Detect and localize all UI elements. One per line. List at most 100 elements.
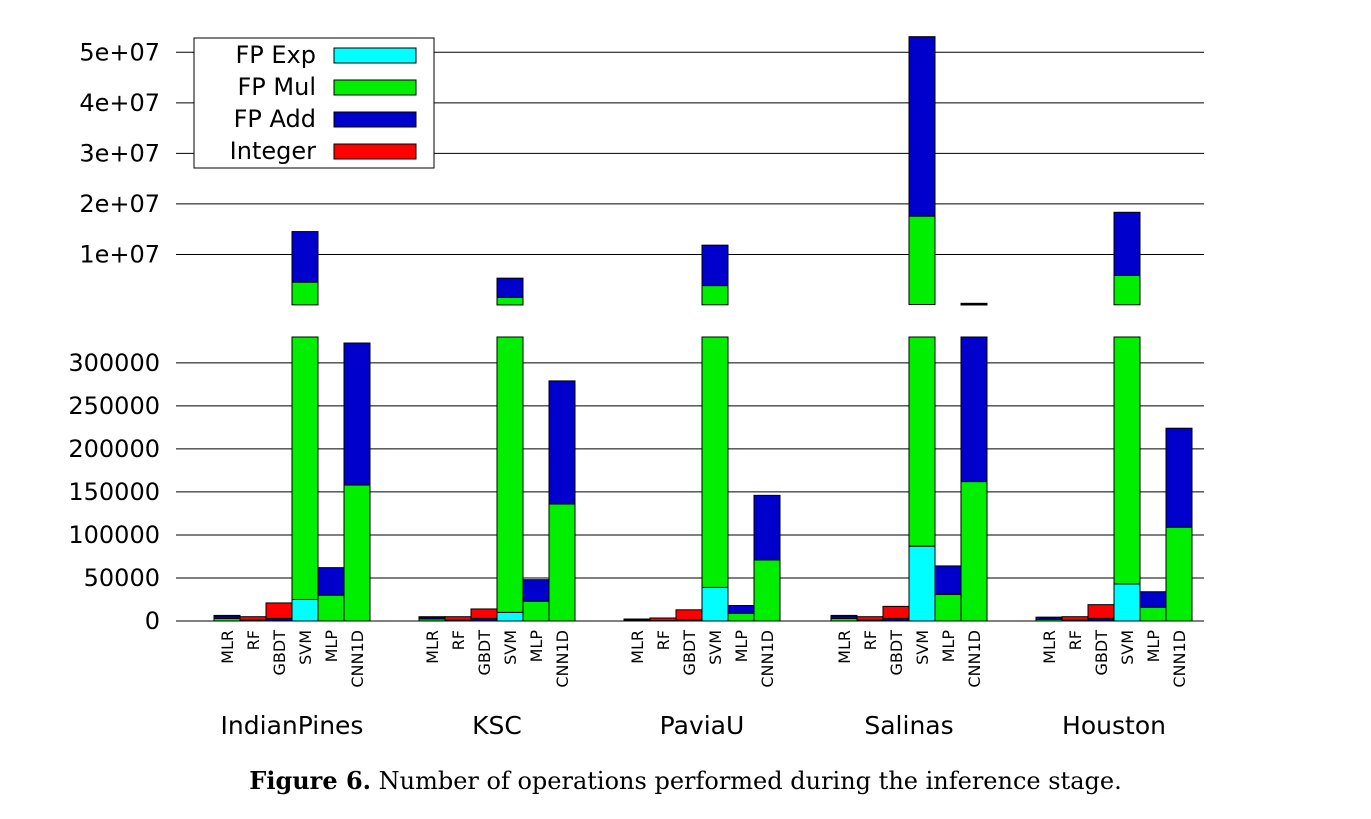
y-tick-label: 5e+07 [79,38,160,66]
bar-segment [1165,427,1193,528]
model-tick-label: SVM [1118,630,1137,665]
bar-segment [908,215,936,306]
legend-label: FP Add [234,105,316,133]
model-tick-label: GBDT [680,630,699,676]
legend-swatch [333,79,417,96]
bar-stacks [213,36,1193,622]
model-tick-label: MLR [628,630,647,664]
bar-segment [1139,591,1167,608]
dataset-label: IndianPines [221,711,364,740]
y-tick-label: 0 [145,607,160,635]
model-tick-label: MLP [732,630,751,663]
bar-segment [1061,616,1089,621]
legend: FP Exp FP Mul FP Add Integer [193,37,435,169]
bar-segment [675,609,703,621]
model-tick-label: MLR [218,630,237,664]
category-labels: MLR RF GBDT SVM MLP CNN1D IndianPines MLR RF GBDT… [218,630,1189,740]
caption-label: Figure 6. [249,766,371,795]
bar-segment [908,336,936,547]
legend-swatch [333,143,417,160]
model-tick-label: RF [449,630,468,650]
model-tick-label: SVM [501,630,520,665]
caption-text: Number of operations performed during th… [378,767,1122,795]
model-tick-label: MLP [527,630,546,663]
legend-swatch [333,47,417,64]
model-tick-label: CNN1D [965,630,984,688]
model-tick-label: GBDT [475,630,494,676]
model-tick-label: GBDT [1092,630,1111,676]
model-tick-label: GBDT [887,630,906,676]
bar-segment [882,605,910,619]
bar-segment [1165,526,1193,622]
bar-segment [496,277,524,298]
bar-segment [522,600,550,622]
bar-segment [1087,604,1115,619]
y-tick-label: 1e+07 [79,240,160,268]
model-tick-label: SVM [706,630,725,665]
bar-segment [1113,274,1141,306]
bar-segment [934,593,962,622]
model-tick-label: RF [861,630,880,650]
legend-label: FP Exp [235,41,316,69]
y-tick-label: 50000 [84,564,160,592]
model-tick-label: RF [654,630,673,650]
y-tick-label: 2e+07 [79,190,160,218]
bar-segment [908,36,936,217]
bar-segment [291,281,319,306]
y-tick-label: 4e+07 [79,89,160,117]
model-tick-label: SVM [296,630,315,665]
model-tick-label: GBDT [270,630,289,676]
bar-segment [1113,336,1141,585]
bar-segment [1113,211,1141,276]
model-tick-label: MLR [835,630,854,664]
y-tick-label: 300000 [68,349,160,377]
bar-segment [444,616,472,621]
bar-segment [960,336,988,483]
bar-segment [496,296,524,306]
bar-segment [701,336,729,588]
model-tick-label: CNN1D [348,630,367,688]
figure-caption: Figure 6. Number of operations performed… [0,766,1371,795]
legend-swatch [333,111,417,128]
model-tick-label: RF [244,630,263,650]
bar-segment [753,559,781,622]
dataset-label: KSC [472,711,522,740]
bar-segment [317,594,345,622]
model-tick-label: CNN1D [1170,630,1189,688]
bar-segment [1139,606,1167,622]
bar-segment [727,605,755,614]
bar-segment [239,616,267,621]
bar-segment [548,380,576,505]
bar-segment [934,565,962,595]
bar-segment [343,484,371,622]
bar-segment [753,494,781,561]
model-tick-label: MLR [423,630,442,664]
bar-segment [908,545,936,622]
bar-segment [548,503,576,622]
bar-segment [496,336,524,613]
bar-segment [856,616,884,621]
bar-segment [960,481,988,622]
model-tick-label: CNN1D [758,630,777,688]
bar-segment [522,579,550,602]
bar-segment [701,586,729,622]
bar-segment [291,598,319,622]
bar-segment [701,285,729,306]
bar-segment [291,231,319,283]
bar-segment [960,302,988,305]
bar-segment [317,567,345,596]
bar-segment [1113,583,1141,622]
dataset-label: PaviaU [660,711,745,740]
bar-segment [291,336,319,600]
bar-segment [649,617,677,622]
model-tick-label: RF [1066,630,1085,650]
model-tick-label: MLP [939,630,958,663]
y-tick-label: 250000 [68,392,160,420]
y-tick-label: 200000 [68,435,160,463]
model-tick-label: SVM [913,630,932,665]
dataset-label: Houston [1062,711,1166,740]
bar-segment [265,602,293,619]
legend-label: FP Mul [238,73,317,101]
legend-label: Integer [230,137,316,165]
